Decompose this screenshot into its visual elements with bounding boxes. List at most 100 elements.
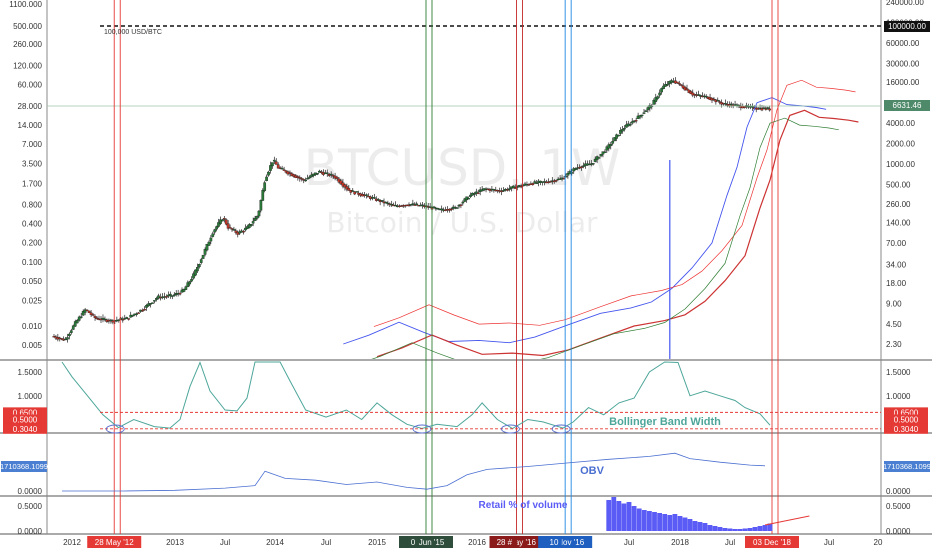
x-axis-tick-label: 2018 xyxy=(671,538,689,547)
candle-body xyxy=(242,231,245,233)
obv-value-box-left xyxy=(1,461,47,472)
candle-body xyxy=(149,303,152,305)
candle-body xyxy=(634,120,638,122)
projection-line-green xyxy=(371,117,839,359)
candle-body xyxy=(224,219,228,225)
candle-body xyxy=(267,171,270,176)
vertical-marker-date-box xyxy=(745,536,799,548)
candle-body xyxy=(515,186,519,188)
candle-body xyxy=(135,313,139,315)
candle-body xyxy=(574,168,578,170)
obv-value-label-right: 1710368.1099 xyxy=(883,462,931,471)
left-axis-tick-label: 3.500 xyxy=(22,159,43,168)
squeeze-ellipse xyxy=(500,424,520,434)
candle-body xyxy=(263,182,267,191)
retail-bar xyxy=(616,501,622,531)
candle-body xyxy=(265,176,268,182)
candle-body xyxy=(394,204,397,207)
candle-body xyxy=(502,190,505,192)
x-axis-tick-label: 2016 xyxy=(468,538,486,547)
bbw-level-box-right xyxy=(884,407,928,418)
right-axis-tick-label: 500.00 xyxy=(886,181,911,190)
bbw-left-tick: 1.5000 xyxy=(18,368,43,377)
candle-body xyxy=(196,267,199,272)
candle-body xyxy=(511,185,515,189)
candle-body xyxy=(77,316,81,321)
candle-body xyxy=(597,157,601,159)
candle-body xyxy=(276,164,280,169)
left-axis-tick-label: 60.000 xyxy=(18,81,43,90)
right-axis-tick-label: 60000.00 xyxy=(886,39,920,48)
x-axis-tick-label: Jul xyxy=(624,538,634,547)
retail-bar xyxy=(757,526,763,531)
right-axis-tick-label: 260.00 xyxy=(886,200,911,209)
current-price-box xyxy=(884,100,930,111)
candle-body xyxy=(365,194,368,196)
candle-body xyxy=(155,298,158,300)
retail-bar xyxy=(737,529,743,531)
retail-right-tick: 0.0000 xyxy=(886,527,911,536)
candle-body xyxy=(211,233,215,237)
obv-line xyxy=(62,452,766,492)
retail-bar xyxy=(707,525,713,531)
retail-bar xyxy=(611,497,617,531)
left-axis-tick-label: 0.400 xyxy=(22,220,43,229)
vertical-marker-date-label: 14 Nov '16 xyxy=(546,538,585,547)
candle-body xyxy=(531,183,535,185)
candle-body xyxy=(205,244,209,251)
right-axis-tick-label: 240000.00 xyxy=(886,0,924,7)
candle-body xyxy=(409,204,413,206)
left-axis-tick-label: 0.050 xyxy=(22,277,43,286)
candle-body xyxy=(316,173,319,175)
retail-bar xyxy=(667,515,673,531)
candle-body xyxy=(521,185,525,187)
right-axis-tick-label: 140.00 xyxy=(886,218,911,227)
left-axis-tick-label: 500.000 xyxy=(13,22,42,31)
right-axis-tick-label: 30000.00 xyxy=(886,60,920,69)
candle-body xyxy=(300,178,304,180)
candle-body xyxy=(689,91,693,95)
candle-body xyxy=(125,317,129,319)
retail-bar xyxy=(672,514,678,531)
candle-body xyxy=(157,295,160,299)
bbw-level-box-right xyxy=(884,423,928,434)
candle-body xyxy=(386,202,390,205)
candle-body xyxy=(662,85,665,90)
candle-body xyxy=(459,204,463,206)
candle-body xyxy=(244,227,247,231)
left-axis-tick-label: 0.200 xyxy=(22,239,43,248)
candle-body xyxy=(261,190,265,201)
candle-body xyxy=(421,204,424,206)
retail-bar xyxy=(636,508,642,531)
vertical-marker-prefix-box xyxy=(407,536,419,548)
vertical-marker-prefix: 0 xyxy=(411,538,416,547)
candle-body xyxy=(137,312,140,314)
retail-bar xyxy=(762,525,768,531)
candle-body xyxy=(764,108,768,110)
candle-body xyxy=(640,114,644,117)
candle-body xyxy=(724,103,727,105)
vertical-marker-prefix: 10 xyxy=(550,538,559,547)
left-axis-tick-label: 28.000 xyxy=(18,102,43,111)
x-axis-tick-label: 2012 xyxy=(63,538,81,547)
candle-body xyxy=(259,200,263,211)
candle-body xyxy=(89,312,93,315)
candle-body xyxy=(654,97,658,102)
retail-left-tick: 0.0000 xyxy=(18,527,43,536)
candle-body xyxy=(234,230,238,233)
candle-body xyxy=(87,310,91,313)
candle-body xyxy=(103,318,107,321)
right-axis-tick-label: 2.30 xyxy=(886,340,902,349)
x-axis-tick-label: 20 xyxy=(874,538,883,547)
candle-body xyxy=(79,316,83,318)
candle-body xyxy=(257,210,261,217)
candle-body xyxy=(71,325,75,330)
candle-body xyxy=(226,223,230,229)
retail-bar xyxy=(747,528,753,531)
bbw-level-label-right: 0.3040 xyxy=(894,425,919,434)
left-axis-tick-label: 0.025 xyxy=(22,296,43,305)
candle-body xyxy=(274,161,278,165)
candle-body xyxy=(213,229,217,233)
retail-bar xyxy=(657,513,662,531)
